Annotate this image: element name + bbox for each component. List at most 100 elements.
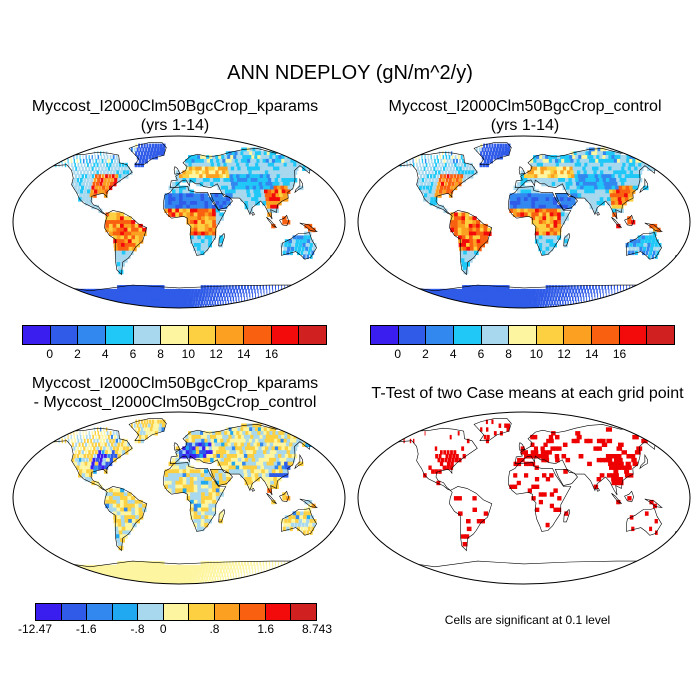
coastline-greenland <box>473 142 512 166</box>
coastline-eurasia <box>514 148 666 220</box>
ocean <box>358 412 690 584</box>
colorbar-tick-label: 14 <box>585 347 599 361</box>
colorbar-swatch <box>61 604 88 620</box>
colorbar-swatch <box>112 604 139 620</box>
colorbar-swatch <box>78 326 106 344</box>
colorbar-swatch <box>50 326 79 344</box>
colorbar-swatch <box>36 604 62 620</box>
panel2-title-line2: (yrs 1-14) <box>490 117 560 134</box>
map-border <box>12 411 346 585</box>
coastline-north-america <box>392 427 478 491</box>
coastline-borneo <box>624 214 635 227</box>
colorbar-swatch <box>398 326 427 344</box>
coastline-australia <box>626 508 662 536</box>
coastline-north-america <box>47 151 133 215</box>
coastline-uk <box>173 166 181 175</box>
panel3-title: Myccost_I2000Clm50BgcCrop_kparams - Mycc… <box>10 374 340 412</box>
map-border <box>12 135 346 309</box>
colorbar-swatch <box>244 326 272 344</box>
coastline-australia <box>281 232 317 260</box>
coastline-antarctica <box>381 558 665 584</box>
coastline-north-america <box>47 427 133 491</box>
colorbar-tick-label: -1.6 <box>75 622 97 636</box>
panel1-title-line2: (yrs 1-14) <box>140 117 210 134</box>
colorbar-control <box>370 325 675 345</box>
coastline-south-america <box>104 210 148 276</box>
main-title: ANN NDEPLOY (gN/m^2/y) <box>227 62 473 84</box>
coastline-antarctica <box>381 282 665 308</box>
colorbar-tick-label: 0 <box>394 347 402 361</box>
panel1-title: Myccost_I2000Clm50BgcCrop_kparams (yrs 1… <box>10 97 340 135</box>
colorbar-swatch <box>105 326 134 344</box>
coastlines <box>381 142 681 308</box>
panel3-title-line2: - Myccost_I2000Clm50BgcCrop_control <box>33 394 317 411</box>
coastline-eurasia <box>169 424 321 496</box>
colorbar-tick-label: 10 <box>529 347 544 361</box>
colorbar-tick-label: 2 <box>422 347 429 361</box>
panel2-title: Myccost_I2000Clm50BgcCrop_control (yrs 1… <box>360 97 690 135</box>
colorbar-swatch <box>216 326 245 344</box>
colorbar-swatch <box>240 604 266 620</box>
coastline-new-guinea <box>644 222 663 233</box>
map-panel-difference <box>12 411 346 585</box>
coastline-japan <box>294 177 303 194</box>
colorbar-tick-label: 10 <box>181 347 196 361</box>
coastline-sumatra <box>266 216 277 228</box>
coastline-australia <box>281 508 317 536</box>
colorbar-tick-label: 12 <box>209 347 223 361</box>
coastline-eurasia <box>169 148 321 220</box>
colorbar-tick-label: 16 <box>264 347 279 361</box>
map-border <box>357 135 691 309</box>
panel3-title-line1: Myccost_I2000Clm50BgcCrop_kparams <box>31 375 319 392</box>
coastline-africa <box>508 462 572 532</box>
coastline-japan <box>294 453 303 470</box>
map-panel-control <box>357 135 691 309</box>
colorbar-swatch <box>163 604 190 620</box>
map-panel-kparams <box>12 135 346 309</box>
coastline-new-guinea <box>644 498 663 509</box>
coastline-africa <box>163 186 227 256</box>
coastline-uk <box>173 442 181 451</box>
colorbar-swatch <box>371 326 399 344</box>
coastlines <box>36 418 336 584</box>
colorbar-tick-label: 8 <box>505 347 512 361</box>
colorbar-swatch <box>23 326 51 344</box>
colorbar-swatch <box>564 326 593 344</box>
coastline-south-america <box>104 486 148 552</box>
coastline-borneo <box>279 490 290 503</box>
colorbar-tick-label: 8.743 <box>301 622 333 636</box>
coastline-arabia <box>209 468 233 486</box>
colorbar-tick-label: 4 <box>101 347 109 361</box>
colorbar-tick-label: 8 <box>157 347 164 361</box>
colorbar-swatch <box>647 326 675 344</box>
coastline-madagascar <box>563 508 571 523</box>
colorbar-swatch <box>265 604 292 620</box>
coastline-greenland <box>128 142 167 166</box>
coastline-india-sri <box>596 487 600 492</box>
colorbar-swatch <box>214 604 241 620</box>
coastline-africa <box>508 186 572 256</box>
coastline-south-america <box>449 210 493 276</box>
map-border <box>357 411 691 585</box>
colorbar-tick-label: 4 <box>449 347 457 361</box>
colorbar-tick-label: -.8 <box>130 622 145 636</box>
coastline-uk <box>518 442 526 451</box>
coastlines <box>381 418 681 584</box>
coastline-arabia <box>554 468 578 486</box>
coastline-madagascar <box>563 232 571 247</box>
colorbar-kparams <box>22 325 327 345</box>
colorbar-tick-label: 1.6 <box>257 622 275 636</box>
colorbar-swatch <box>299 326 327 344</box>
coastline-sumatra <box>266 492 277 504</box>
coastline-sumatra <box>611 492 622 504</box>
colorbar-tick-label: 6 <box>477 347 485 361</box>
coastline-india-sri <box>251 211 255 216</box>
coastline-new-guinea <box>299 498 318 509</box>
coastline-india-sri <box>596 211 600 216</box>
coastlines <box>36 142 336 308</box>
colorbar-swatch <box>188 326 217 344</box>
colorbar-swatch <box>271 326 300 344</box>
coastline-madagascar <box>218 232 226 247</box>
coastline-new-guinea <box>299 222 318 233</box>
panel4-title-line1: T-Test of two Case means at each grid po… <box>371 385 684 402</box>
